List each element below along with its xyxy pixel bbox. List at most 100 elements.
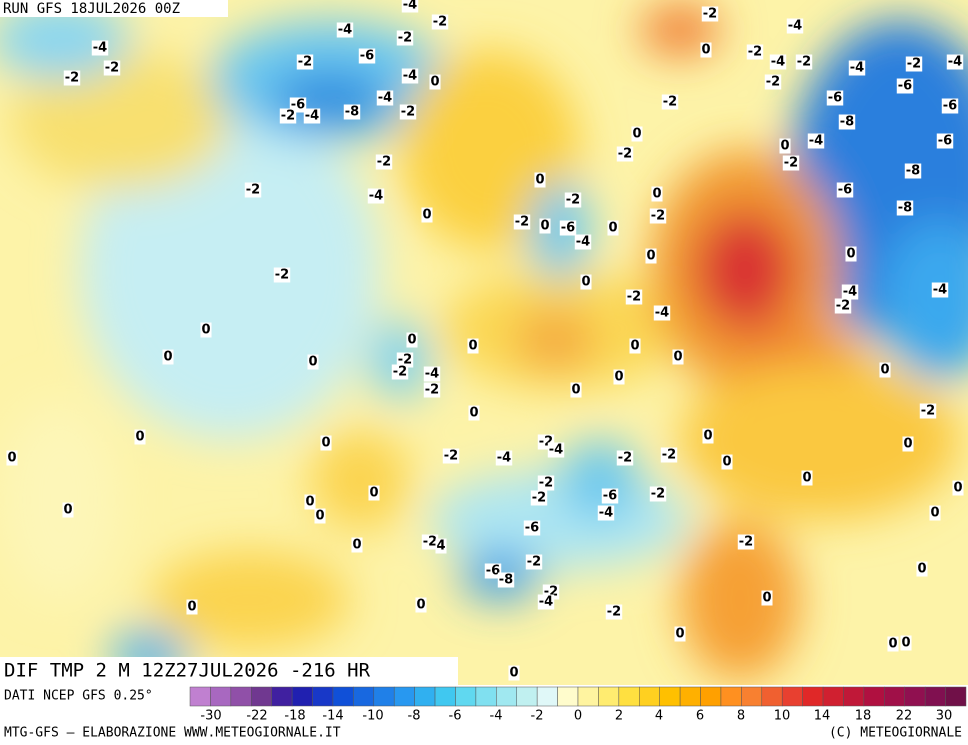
- colorbar-swatch: [761, 686, 783, 707]
- colorbar-swatch: [843, 686, 865, 707]
- contour-label: -4: [338, 23, 352, 38]
- contour-label: -2: [539, 476, 553, 491]
- label-bg: [336, 22, 354, 38]
- label-bg: [597, 505, 615, 521]
- colorbar-swatch: [945, 686, 967, 707]
- colorbar-tick-label: 10: [774, 709, 791, 724]
- contour-label: -6: [838, 183, 852, 198]
- label-bg: [916, 561, 928, 577]
- contour-label: -6: [938, 134, 952, 149]
- contour-label: 0: [535, 173, 544, 188]
- colorbar-swatch: [373, 686, 395, 707]
- contour-label: -2: [921, 404, 935, 419]
- label-bg: [631, 126, 643, 142]
- label-bg: [653, 305, 671, 321]
- contour-label: -8: [906, 164, 920, 179]
- contour-label: -4: [305, 109, 319, 124]
- contour-label: 0: [701, 43, 710, 58]
- colorbar-swatch: [230, 686, 252, 707]
- contour-label: 0: [614, 370, 623, 385]
- colorbar-tick-label: 18: [855, 709, 872, 724]
- label-bg: [570, 382, 582, 398]
- contour-label: 0: [63, 503, 72, 518]
- label-bg: [421, 534, 439, 550]
- colorbar-tick-label: 2: [615, 709, 623, 724]
- label-bg: [415, 597, 427, 613]
- contour-label: -4: [850, 61, 864, 76]
- contour-label: -4: [788, 19, 802, 34]
- colorbar-swatch: [822, 686, 844, 707]
- label-bg: [904, 163, 922, 179]
- contour-label: -2: [766, 75, 780, 90]
- contour-label: 0: [469, 406, 478, 421]
- contour-label: -6: [525, 521, 539, 536]
- label-bg: [929, 505, 941, 521]
- label-bg: [484, 563, 502, 579]
- label-bg: [826, 90, 844, 106]
- contour-label: -2: [105, 61, 119, 76]
- contour-label: -2: [618, 451, 632, 466]
- label-bg: [314, 508, 326, 524]
- copyright: (C) METEOGIORNALE: [829, 726, 962, 741]
- contour-label: -2: [377, 155, 391, 170]
- label-bg: [396, 30, 414, 46]
- contour-label: 0: [509, 666, 518, 681]
- contour-label: -2: [618, 147, 632, 162]
- label-bg: [63, 70, 81, 86]
- colorbar-tick-label: -10: [362, 709, 383, 724]
- contour-label: 0: [163, 350, 172, 365]
- colorbar-swatch: [679, 686, 701, 707]
- contour-label: -2: [651, 487, 665, 502]
- contour-label: 0: [308, 355, 317, 370]
- label-bg: [376, 90, 394, 106]
- contour-label: -4: [497, 451, 511, 466]
- contour-label: 4: [436, 539, 445, 554]
- contour-label: -4: [599, 506, 613, 521]
- label-bg: [786, 18, 804, 34]
- contour-label: -2: [527, 555, 541, 570]
- contour-label: -6: [603, 489, 617, 504]
- run-title: RUN GFS 18JUL2026 00Z: [3, 1, 180, 17]
- contour-label: -2: [627, 290, 641, 305]
- label-bg: [841, 284, 859, 300]
- contour-label: -4: [403, 0, 417, 13]
- colorbar-swatch: [598, 686, 620, 707]
- colorbar-swatch: [639, 686, 660, 707]
- label-bg: [900, 635, 912, 651]
- label-bg: [607, 220, 619, 236]
- label-bg: [605, 604, 623, 620]
- label-bg: [580, 274, 592, 290]
- colorbar-tick-label: 8: [737, 709, 745, 724]
- label-bg: [375, 154, 393, 170]
- colorbar-swatch: [884, 686, 905, 707]
- colorbar-tick-label: 0: [574, 709, 582, 724]
- contour-label: -4: [539, 595, 553, 610]
- label-bg: [534, 172, 546, 188]
- contour-label: -8: [898, 201, 912, 216]
- contour-label: -2: [246, 183, 260, 198]
- label-bg: [879, 362, 891, 378]
- contour-label: -2: [425, 383, 439, 398]
- label-bg: [91, 40, 109, 56]
- label-bg: [902, 436, 914, 452]
- label-bg: [103, 60, 121, 76]
- colorbar-swatch: [577, 686, 599, 707]
- credit: MTG-GFS — ELABORAZIONE WWW.METEOGIORNALE…: [4, 726, 341, 741]
- contour-label: 0: [608, 221, 617, 236]
- label-bg: [358, 48, 376, 64]
- colorbar-swatch: [741, 686, 763, 707]
- label-bg: [848, 60, 866, 76]
- contour-label: -2: [65, 71, 79, 86]
- label-bg: [435, 538, 447, 554]
- label-bg: [834, 298, 852, 314]
- contour-label: -6: [486, 564, 500, 579]
- contour-label: 0: [917, 562, 926, 577]
- label-bg: [721, 454, 733, 470]
- label-bg: [530, 490, 548, 506]
- colorbar-tick-label: -30: [200, 709, 221, 724]
- contour-label: -2: [703, 7, 717, 22]
- label-bg: [304, 494, 316, 510]
- label-bg: [539, 218, 551, 234]
- contour-label: -2: [607, 605, 621, 620]
- colorbar-swatch: [312, 686, 334, 707]
